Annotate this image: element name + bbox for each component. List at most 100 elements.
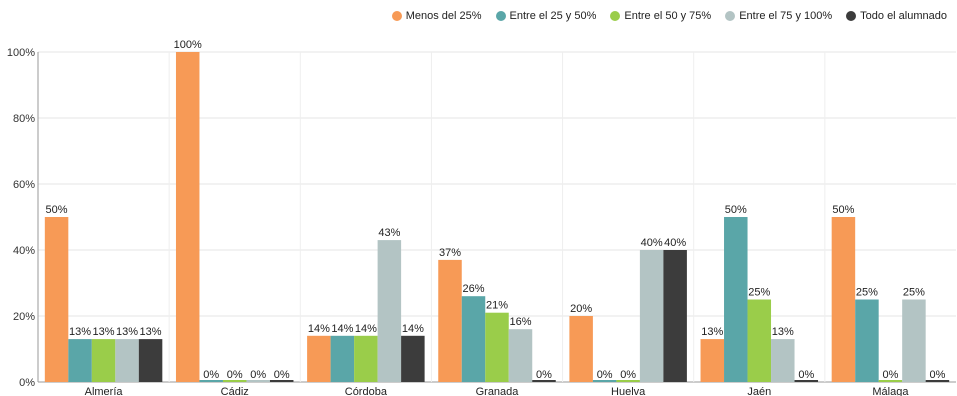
data-label: 13% bbox=[93, 326, 115, 338]
legend-swatch bbox=[846, 11, 857, 21]
bar bbox=[724, 217, 748, 382]
data-label: 21% bbox=[486, 300, 508, 312]
y-tick-label: 20% bbox=[13, 311, 35, 323]
data-label: 13% bbox=[116, 326, 138, 338]
data-label: 26% bbox=[462, 283, 484, 295]
data-label: 40% bbox=[664, 237, 686, 249]
data-label: 14% bbox=[331, 323, 353, 335]
data-label: 0% bbox=[227, 369, 243, 381]
bar bbox=[639, 250, 664, 382]
bar bbox=[461, 296, 486, 382]
x-category-label: Huelva bbox=[611, 386, 646, 396]
x-category-label: Jaén bbox=[747, 386, 771, 396]
data-label: 25% bbox=[748, 287, 770, 299]
legend-item[interactable]: Todo el alumnado bbox=[846, 10, 947, 22]
data-label: 0% bbox=[597, 369, 613, 381]
y-tick-label: 0% bbox=[19, 377, 35, 389]
data-label: 0% bbox=[798, 369, 814, 381]
bar bbox=[794, 380, 819, 382]
bar bbox=[616, 380, 640, 382]
data-label: 14% bbox=[355, 323, 377, 335]
bar bbox=[855, 299, 879, 382]
legend-item[interactable]: Menos del 25% bbox=[391, 10, 482, 22]
data-label: 25% bbox=[903, 287, 925, 299]
bar bbox=[925, 380, 950, 382]
bar bbox=[700, 339, 725, 382]
data-label: 13% bbox=[772, 326, 794, 338]
data-label: 0% bbox=[536, 369, 552, 381]
bar bbox=[663, 250, 687, 382]
y-tick-label: 80% bbox=[13, 113, 35, 125]
bar bbox=[377, 240, 402, 382]
bar bbox=[438, 259, 462, 382]
data-label: 14% bbox=[308, 323, 330, 335]
data-label: 40% bbox=[641, 237, 663, 249]
data-label: 14% bbox=[402, 323, 424, 335]
chart-legend: Menos del 25% Entre el 25 y 50% Entre el 5… bbox=[391, 10, 947, 22]
x-category-label: Málaga bbox=[872, 386, 909, 396]
bar bbox=[592, 380, 617, 382]
bar bbox=[68, 339, 92, 382]
bar bbox=[354, 335, 378, 382]
bar bbox=[269, 380, 294, 382]
bar bbox=[44, 217, 69, 382]
bar bbox=[175, 52, 200, 382]
bar bbox=[878, 380, 903, 382]
bar bbox=[199, 380, 223, 382]
bar bbox=[246, 380, 270, 382]
bar bbox=[115, 339, 139, 382]
data-label: 0% bbox=[620, 369, 636, 381]
bar bbox=[138, 339, 163, 382]
bar bbox=[91, 339, 116, 382]
bar bbox=[508, 329, 533, 382]
bar bbox=[569, 316, 593, 382]
legend-label: Todo el alumnado bbox=[860, 10, 947, 22]
data-label: 0% bbox=[882, 369, 898, 381]
x-category-label: Cádiz bbox=[221, 386, 249, 396]
bar bbox=[532, 380, 556, 382]
data-label: 13% bbox=[701, 326, 723, 338]
data-label: 0% bbox=[929, 369, 945, 381]
bar bbox=[485, 312, 509, 382]
data-label: 13% bbox=[69, 326, 91, 338]
x-category-label: Almería bbox=[85, 386, 124, 396]
y-tick-label: 60% bbox=[13, 179, 35, 191]
legend-swatch bbox=[391, 11, 402, 21]
legend-label: Entre el 25 y 50% bbox=[509, 10, 597, 22]
legend-label: Entre el 75 y 100% bbox=[739, 10, 833, 22]
data-label: 0% bbox=[250, 369, 266, 381]
data-label: 50% bbox=[832, 204, 854, 216]
y-tick-label: 100% bbox=[7, 47, 35, 59]
bar bbox=[831, 217, 856, 382]
legend-swatch bbox=[610, 11, 621, 21]
bar bbox=[222, 380, 247, 382]
legend-swatch bbox=[725, 11, 736, 21]
data-label: 16% bbox=[509, 316, 531, 328]
bar bbox=[307, 335, 331, 382]
data-label: 50% bbox=[725, 204, 747, 216]
legend-item[interactable]: Entre el 75 y 100% bbox=[725, 10, 832, 22]
data-label: 0% bbox=[274, 369, 290, 381]
legend-item[interactable]: Entre el 50 y 75% bbox=[610, 10, 711, 22]
bar bbox=[330, 335, 355, 382]
bar bbox=[771, 339, 795, 382]
data-label: 37% bbox=[439, 247, 461, 259]
data-label: 0% bbox=[203, 369, 219, 381]
y-tick-label: 40% bbox=[13, 245, 35, 257]
legend-swatch bbox=[495, 11, 506, 21]
bar bbox=[902, 299, 926, 382]
data-label: 43% bbox=[378, 227, 400, 239]
legend-item[interactable]: Entre el 25 y 50% bbox=[495, 10, 597, 22]
data-label: 20% bbox=[570, 303, 592, 315]
bar bbox=[747, 299, 772, 382]
x-category-label: Córdoba bbox=[345, 386, 388, 396]
data-label: 25% bbox=[856, 287, 878, 299]
bar bbox=[401, 335, 425, 382]
x-category-label: Granada bbox=[476, 386, 520, 396]
data-label: 13% bbox=[140, 326, 162, 338]
data-label: 50% bbox=[46, 204, 68, 216]
legend-label: Menos del 25% bbox=[405, 10, 482, 22]
legend-label: Entre el 50 y 75% bbox=[624, 10, 712, 22]
data-label: 100% bbox=[174, 39, 202, 51]
